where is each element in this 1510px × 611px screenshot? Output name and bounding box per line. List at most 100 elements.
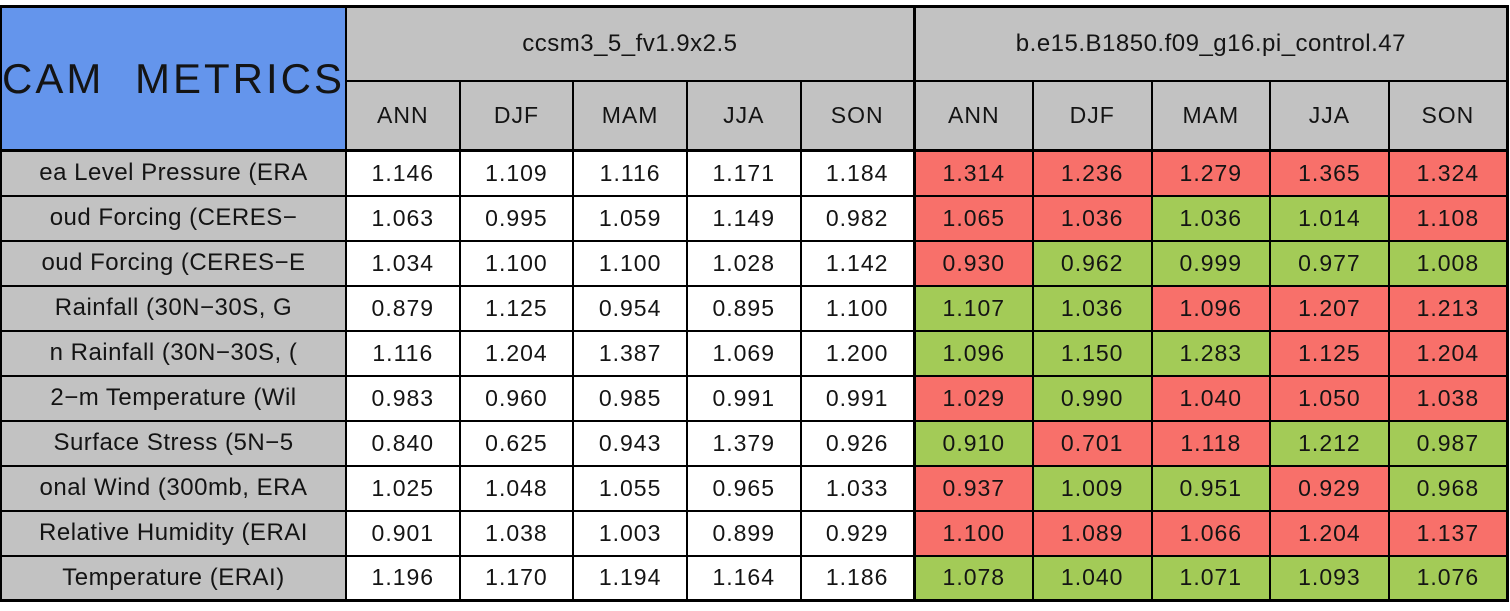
metric-value-reference: 1.059 xyxy=(572,194,688,242)
metric-value-reference: 1.186 xyxy=(799,554,916,602)
metric-value-reference: 1.184 xyxy=(799,149,916,197)
metric-value-reference: 1.149 xyxy=(685,194,802,242)
metric-value-reference: 1.048 xyxy=(458,464,575,512)
metric-value-reference: 0.840 xyxy=(345,419,461,467)
metric-value-comparison: 1.314 xyxy=(912,149,1034,197)
table-row: Temperature (ERAI) 1.196 1.170 1.194 1.164 1.… xyxy=(0,554,1509,602)
season-header: JJA xyxy=(1269,79,1390,152)
season-header: SON xyxy=(799,79,916,152)
row-label: Surface Stress (5N−5 xyxy=(0,419,347,467)
metric-value-comparison: 1.236 xyxy=(1031,149,1153,197)
metric-value-reference: 1.109 xyxy=(458,149,575,197)
group-header-row: CAM METRICS ccsm3_5_fv1.9x2.5 b.e15.B185… xyxy=(0,5,1509,152)
metric-value-comparison: 1.036 xyxy=(1031,284,1153,332)
metric-value-reference: 1.116 xyxy=(572,149,688,197)
metric-value-comparison: 1.324 xyxy=(1387,149,1509,197)
row-label: oud Forcing (CERES−E xyxy=(0,239,347,287)
table-row: oud Forcing (CERES− 1.063 0.995 1.059 1.149 0… xyxy=(0,194,1509,242)
metric-value-reference: 1.028 xyxy=(685,239,802,287)
metric-value-reference: 1.033 xyxy=(799,464,916,512)
metric-value-reference: 1.194 xyxy=(572,554,688,602)
metric-value-reference: 0.625 xyxy=(458,419,575,467)
metric-value-comparison: 1.078 xyxy=(912,554,1034,602)
metric-value-comparison: 0.990 xyxy=(1031,374,1153,422)
metric-value-reference: 1.204 xyxy=(458,329,575,377)
metric-value-reference: 1.003 xyxy=(572,509,688,557)
table-row: oud Forcing (CERES−E 1.034 1.100 1.100 1.028… xyxy=(0,239,1509,287)
metric-value-reference: 1.038 xyxy=(458,509,575,557)
metric-value-reference: 0.895 xyxy=(685,284,802,332)
metric-value-reference: 1.171 xyxy=(685,149,802,197)
metric-value-comparison: 0.930 xyxy=(912,239,1034,287)
row-label: oud Forcing (CERES− xyxy=(0,194,347,242)
metric-value-reference: 1.069 xyxy=(685,329,802,377)
metric-value-comparison: 1.038 xyxy=(1387,374,1509,422)
table-row: 2−m Temperature (Wil 0.983 0.960 0.985 0.991… xyxy=(0,374,1509,422)
metric-value-comparison: 1.108 xyxy=(1387,194,1509,242)
metric-value-comparison: 0.968 xyxy=(1387,464,1509,512)
row-label: n Rainfall (30N−30S, ( xyxy=(0,329,347,377)
metric-value-comparison: 1.150 xyxy=(1031,329,1153,377)
metric-value-reference: 0.943 xyxy=(572,419,688,467)
metric-value-comparison: 1.107 xyxy=(912,284,1034,332)
season-header: MAM xyxy=(1150,79,1272,152)
metric-value-comparison: 1.029 xyxy=(912,374,1034,422)
metric-value-reference: 1.170 xyxy=(458,554,575,602)
metric-value-reference: 1.146 xyxy=(345,149,461,197)
metric-value-comparison: 0.951 xyxy=(1150,464,1272,512)
metric-value-comparison: 1.204 xyxy=(1269,509,1390,557)
metric-value-comparison: 1.014 xyxy=(1269,194,1390,242)
season-header: JJA xyxy=(685,79,802,152)
season-header-row: ANN DJF MAM JJA SON ANN DJF MAM JJA SON xyxy=(1,79,1509,152)
row-label: onal Wind (300mb, ERA xyxy=(0,464,347,512)
metric-value-comparison: 0.701 xyxy=(1031,419,1153,467)
metric-value-comparison: 1.279 xyxy=(1150,149,1272,197)
metric-value-comparison: 0.929 xyxy=(1269,464,1390,512)
metric-value-reference: 1.387 xyxy=(572,329,688,377)
metric-value-comparison: 1.071 xyxy=(1150,554,1272,602)
metric-value-reference: 0.985 xyxy=(572,374,688,422)
table-row: ea Level Pressure (ERA 1.146 1.109 1.116 1.1… xyxy=(0,149,1509,197)
metric-value-comparison: 0.962 xyxy=(1031,239,1153,287)
metric-value-reference: 0.879 xyxy=(345,284,461,332)
metric-value-reference: 1.116 xyxy=(345,329,461,377)
metric-value-reference: 0.991 xyxy=(799,374,916,422)
metric-value-reference: 0.954 xyxy=(572,284,688,332)
metric-value-reference: 1.100 xyxy=(799,284,916,332)
row-label: Temperature (ERAI) xyxy=(0,554,347,602)
metric-value-reference: 1.034 xyxy=(345,239,461,287)
metric-value-reference: 1.063 xyxy=(345,194,461,242)
metric-value-reference: 0.982 xyxy=(799,194,916,242)
metric-value-reference: 1.164 xyxy=(685,554,802,602)
metric-value-reference: 1.125 xyxy=(458,284,575,332)
metric-value-comparison: 0.937 xyxy=(912,464,1034,512)
metric-value-comparison: 1.009 xyxy=(1031,464,1153,512)
metric-value-comparison: 1.125 xyxy=(1269,329,1390,377)
metric-value-comparison: 1.283 xyxy=(1150,329,1272,377)
metric-value-reference: 0.991 xyxy=(685,374,802,422)
metric-value-reference: 0.929 xyxy=(799,509,916,557)
table-row: Relative Humidity (ERAI 0.901 1.038 1.003 0.… xyxy=(0,509,1509,557)
metric-value-comparison: 1.089 xyxy=(1031,509,1153,557)
season-header: DJF xyxy=(458,79,575,152)
metric-value-reference: 0.901 xyxy=(345,509,461,557)
metric-value-comparison: 0.977 xyxy=(1269,239,1390,287)
table-title: CAM METRICS xyxy=(0,5,347,152)
metric-value-comparison: 1.040 xyxy=(1031,554,1153,602)
metric-value-comparison: 0.999 xyxy=(1150,239,1272,287)
metric-value-comparison: 1.213 xyxy=(1387,284,1509,332)
model-group-header-1: ccsm3_5_fv1.9x2.5 xyxy=(344,5,916,82)
metric-value-comparison: 1.100 xyxy=(912,509,1034,557)
metric-value-comparison: 1.036 xyxy=(1031,194,1153,242)
table-row: Surface Stress (5N−5 0.840 0.625 0.943 1.379… xyxy=(0,419,1509,467)
metric-value-comparison: 1.207 xyxy=(1269,284,1390,332)
metric-value-comparison: 0.987 xyxy=(1387,419,1509,467)
metric-value-comparison: 1.096 xyxy=(912,329,1034,377)
metric-value-comparison: 1.008 xyxy=(1387,239,1509,287)
metric-value-comparison: 1.066 xyxy=(1150,509,1272,557)
season-header: SON xyxy=(1387,79,1509,152)
table-row: n Rainfall (30N−30S, (1.116 1.204 1.387 1.0… xyxy=(0,329,1509,377)
metric-value-reference: 0.983 xyxy=(345,374,461,422)
metric-value-reference: 1.196 xyxy=(345,554,461,602)
